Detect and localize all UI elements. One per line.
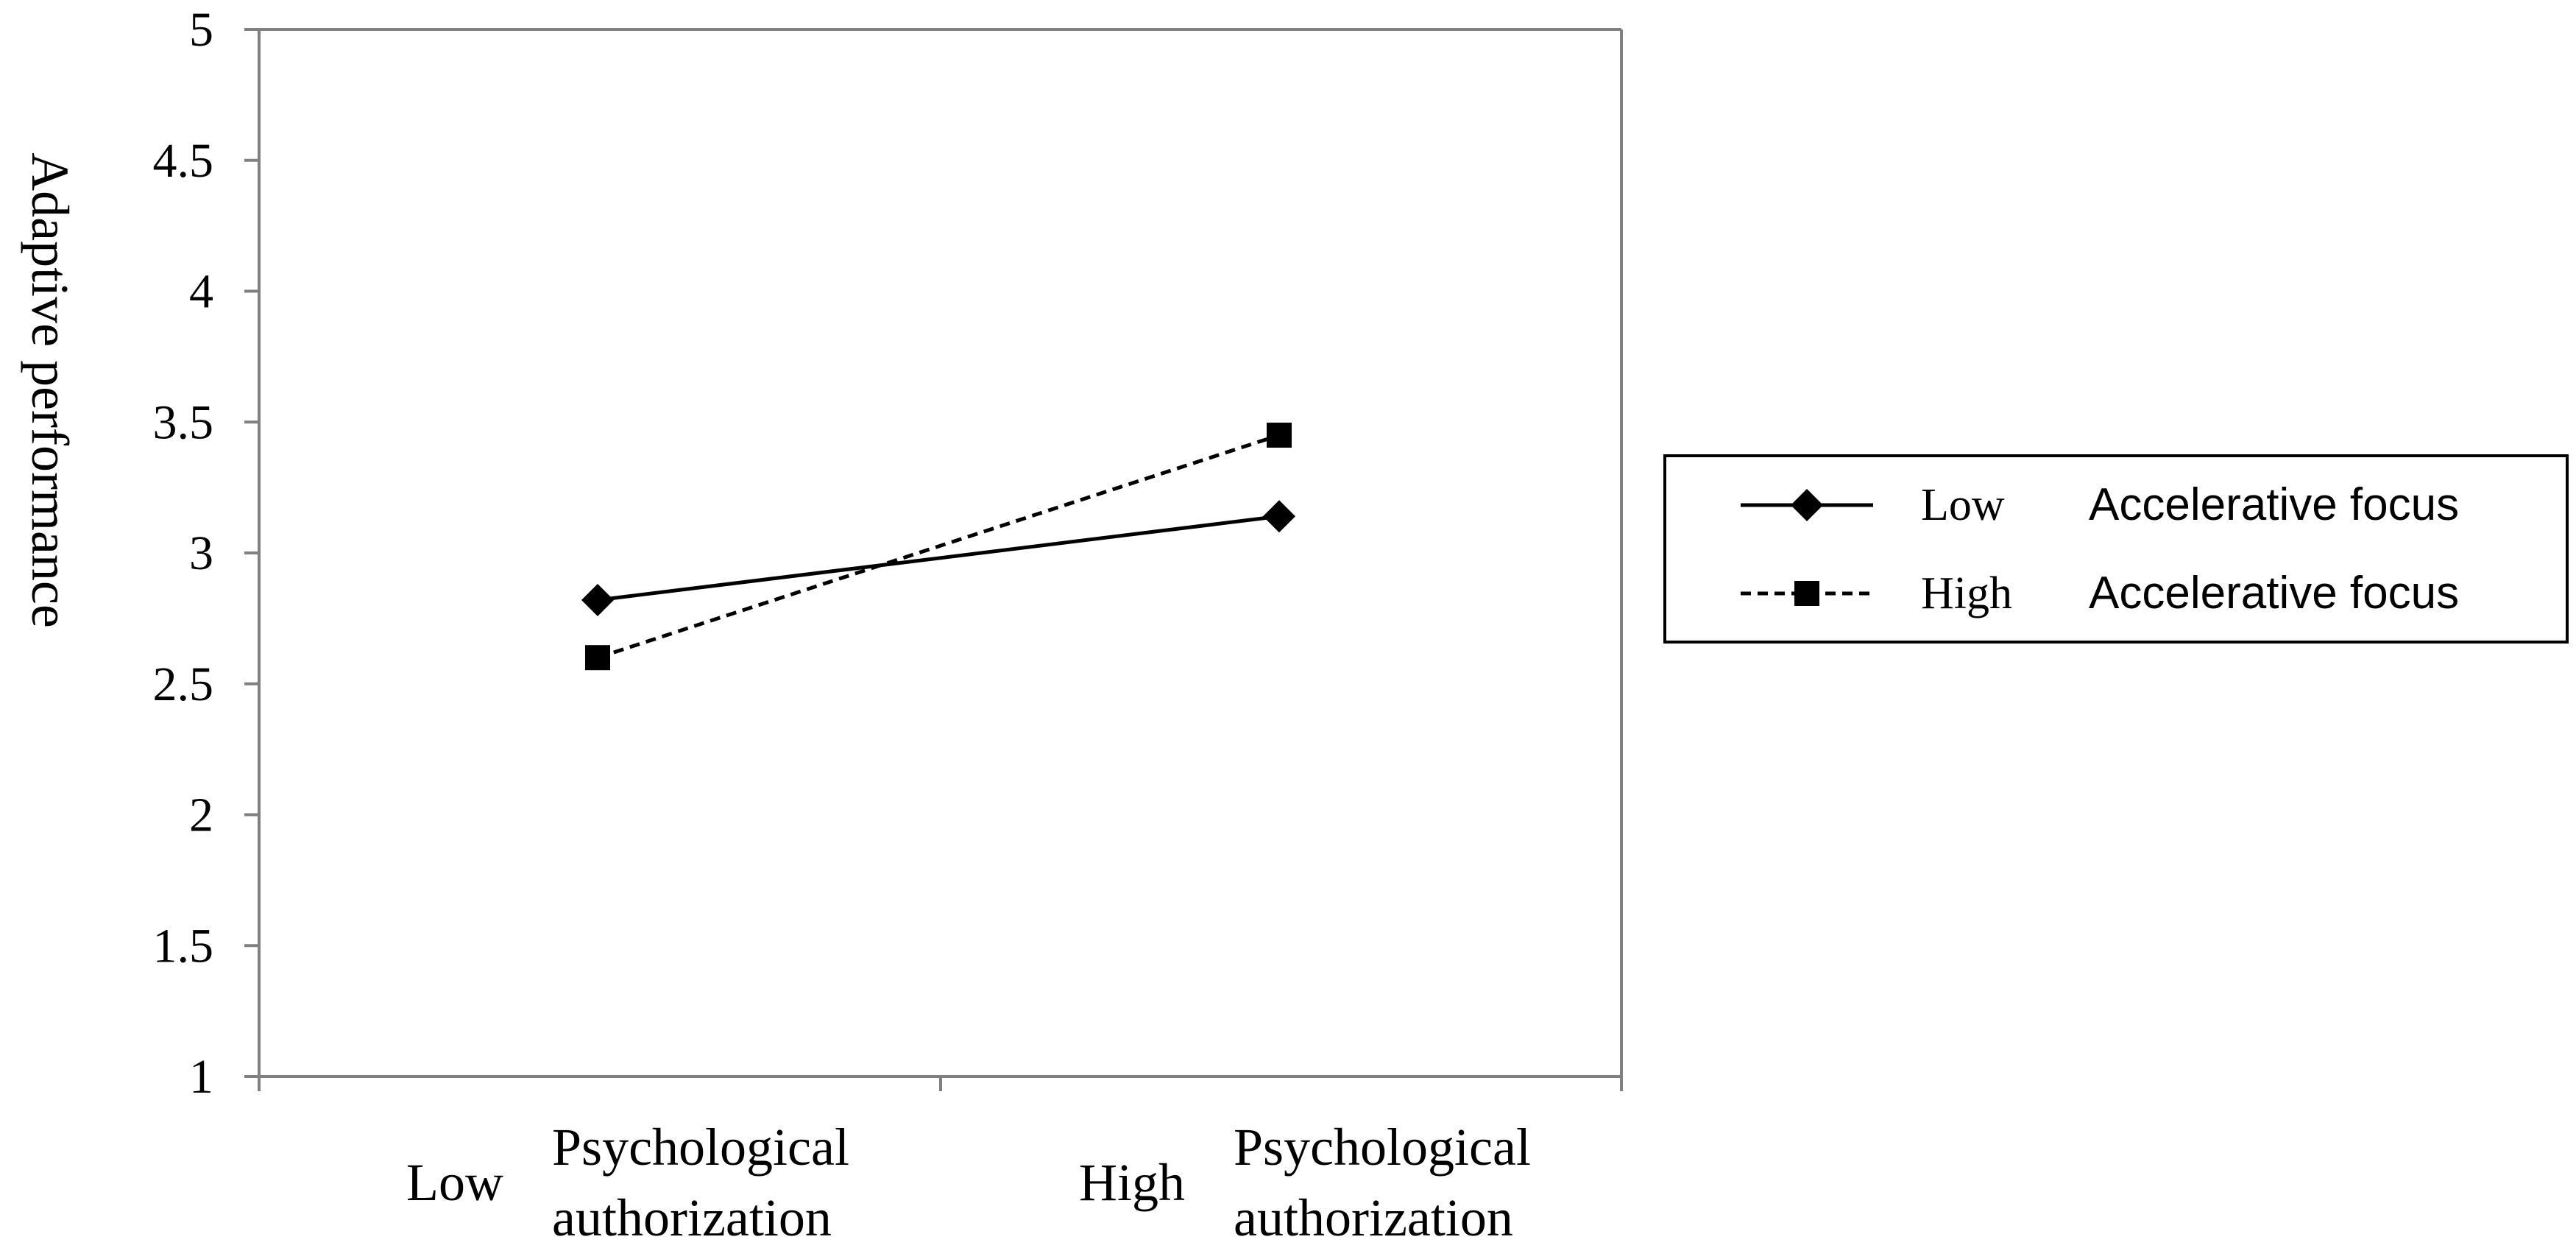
diamond-marker xyxy=(581,583,614,616)
y-tick-label: 3 xyxy=(189,526,213,580)
x-category-line2: authorization xyxy=(1234,1188,1513,1247)
y-tick-label: 4 xyxy=(189,265,213,319)
x-category-line1: Psychological xyxy=(1234,1118,1531,1177)
legend-diamond-marker xyxy=(1791,489,1823,521)
square-marker xyxy=(1267,423,1292,448)
legend-level: High xyxy=(1921,568,2012,618)
y-axis-label: Adaptive performance xyxy=(21,152,79,628)
legend-item: High Accelerative focus xyxy=(1741,568,2459,618)
x-category-line2: authorization xyxy=(552,1188,832,1247)
series-line xyxy=(597,433,1280,660)
legend-item: Low Accelerative focus xyxy=(1741,479,2459,530)
legend: Low Accelerative focus High Accelerative fo… xyxy=(1663,454,2569,644)
plot-area xyxy=(259,28,1623,1076)
y-tick-label: 5 xyxy=(189,3,213,57)
series-line xyxy=(597,514,1280,602)
y-tick-label: 1.5 xyxy=(153,919,214,973)
x-category-line1: Psychological xyxy=(552,1118,849,1177)
x-axis: Low Psychological authorization High Psychol… xyxy=(258,1075,1623,1247)
legend-series-name: Accelerative focus xyxy=(2089,568,2459,618)
y-axis: 1 1.5 2 2.5 3 3.5 4 4.5 5 xyxy=(153,3,261,1104)
y-tick-label: 2 xyxy=(189,789,213,842)
legend-series-name: Accelerative focus xyxy=(2089,479,2459,530)
y-tick-label: 2.5 xyxy=(153,658,214,711)
series-low-accelerative-focus xyxy=(581,500,1295,616)
diamond-marker xyxy=(1263,500,1295,533)
legend-box xyxy=(1663,454,2569,644)
series-layer xyxy=(581,423,1295,671)
legend-square-marker xyxy=(1794,581,1819,606)
y-tick-label: 4.5 xyxy=(153,134,214,188)
square-marker xyxy=(585,645,610,671)
y-tick-label: 3.5 xyxy=(153,395,214,449)
x-category-level: Low xyxy=(406,1153,503,1212)
series-high-accelerative-focus xyxy=(585,423,1292,671)
legend-level: Low xyxy=(1921,480,2005,530)
x-category-level: High xyxy=(1079,1153,1185,1212)
y-tick-label: 1 xyxy=(189,1050,213,1104)
